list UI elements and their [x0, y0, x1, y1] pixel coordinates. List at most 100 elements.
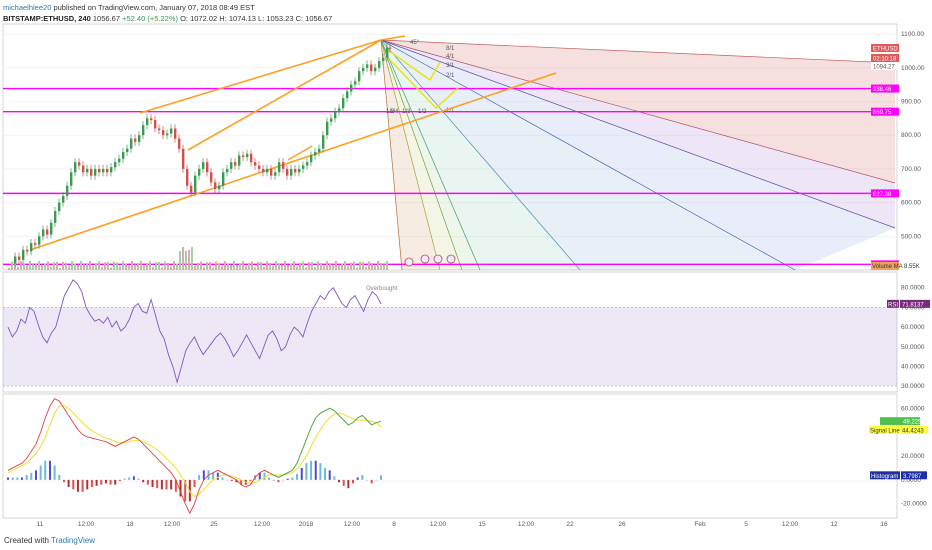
candle-body [138, 135, 141, 142]
candle-body [358, 71, 361, 82]
price-tick-label: 700.00 [901, 166, 921, 173]
fan-ratio-label: 45° [410, 40, 420, 46]
candle-body [150, 118, 153, 121]
candle-body [282, 162, 285, 169]
fan-sector [381, 40, 895, 270]
candle-body [70, 172, 73, 186]
volume-bar [332, 264, 334, 270]
fan-marker-icon [433, 254, 443, 264]
volume-bar [173, 261, 175, 270]
rsi-tick-label: 70.0000 [901, 304, 925, 311]
histogram-bar [356, 477, 359, 480]
histogram-bar [216, 472, 219, 480]
time-tick-label: 11 [37, 521, 44, 528]
trendline [139, 39, 382, 114]
volume-bar [383, 264, 385, 270]
volume-bar [275, 261, 277, 270]
volume-bar [194, 265, 196, 270]
histogram-bar [300, 467, 303, 480]
time-tick-label: 22 [566, 521, 574, 528]
volume-bar [149, 261, 151, 270]
price-axis-label: ETHUSD 1056.67 [873, 47, 922, 53]
candle-body [334, 111, 337, 119]
volume-bar [113, 261, 115, 270]
time-tick-label: 18 [126, 521, 134, 528]
candle-body [210, 172, 213, 183]
histogram-bar [44, 460, 47, 480]
publish-line: michaelhlee20 published on TradingView.c… [3, 2, 603, 13]
candle-body [230, 162, 233, 169]
author-link[interactable]: michaelhlee20 [3, 3, 52, 12]
time-tick-label: 12:00 [164, 521, 181, 528]
fan-line [380, 39, 796, 271]
candle-body [274, 172, 277, 176]
volume-bar [314, 267, 316, 270]
macd-pane: 60.000040.000020.00000.0000-20.000049.22… [2, 393, 928, 519]
rsi-tick-label: 30.0000 [901, 383, 925, 390]
histogram-bar [249, 479, 252, 482]
candle-body [90, 168, 93, 176]
histogram-bar [375, 479, 378, 481]
candle-body [30, 243, 33, 252]
volume-bar [323, 265, 325, 270]
volume-bar [176, 263, 178, 270]
volume-bar [143, 265, 145, 270]
candle-body [258, 165, 261, 169]
candle-body [389, 47, 392, 49]
histogram-bar [72, 479, 75, 490]
histogram-bar [338, 479, 341, 483]
macd-tick-label: 0.0000 [901, 477, 921, 484]
volume-bar [197, 262, 199, 270]
volume-bar [257, 262, 259, 270]
candle-body [254, 162, 257, 166]
volume-bar [269, 262, 271, 270]
fan-marker-icon [420, 254, 430, 264]
histogram-bar [62, 479, 65, 483]
candle-body [346, 91, 349, 99]
time-tick-label: 25 [210, 521, 218, 528]
volume-bar [188, 249, 190, 270]
candle-body [86, 168, 89, 173]
volume-bar [236, 264, 238, 270]
trendline [29, 72, 557, 251]
candle-body [74, 162, 77, 173]
histogram-bar [258, 472, 261, 480]
price-axis-label: 627.38 [873, 192, 892, 198]
volume-bar [47, 261, 49, 270]
candle-body [322, 135, 325, 149]
price-axis-label-bg [871, 189, 899, 198]
volume-bar [326, 261, 328, 270]
fan-sector [381, 40, 580, 270]
volume-bar [119, 266, 121, 270]
candle-body [302, 165, 305, 169]
volume-bar [368, 261, 370, 270]
histogram-bar [272, 479, 275, 481]
histogram-bar [268, 477, 271, 480]
volume-bar [311, 262, 313, 270]
histogram-bar [39, 465, 42, 480]
volume-bar [260, 262, 262, 270]
tradingview-logo-text[interactable]: TradingView [51, 536, 96, 545]
volume-bar [284, 261, 286, 270]
volume-bar [50, 266, 52, 270]
candle-body [102, 168, 105, 173]
volume-bar [242, 261, 244, 270]
volume-bar [29, 261, 31, 270]
histogram-bar [11, 477, 14, 480]
histogram-bar [226, 479, 229, 481]
volume-bar [308, 261, 310, 270]
candle-body [270, 168, 273, 176]
macd-line-up [268, 407, 382, 478]
histogram-bar [324, 467, 327, 480]
candle-body [298, 168, 301, 173]
histogram-bar [310, 460, 313, 480]
candle-body [190, 185, 193, 193]
volume-bar [350, 262, 352, 270]
volume-bar [374, 265, 376, 270]
time-tick-label: 5 [744, 521, 748, 528]
price-tick-label: 1100.00 [901, 31, 924, 38]
histogram-bar [58, 475, 61, 480]
histogram-bar [7, 477, 9, 480]
volume-bar [122, 261, 124, 270]
